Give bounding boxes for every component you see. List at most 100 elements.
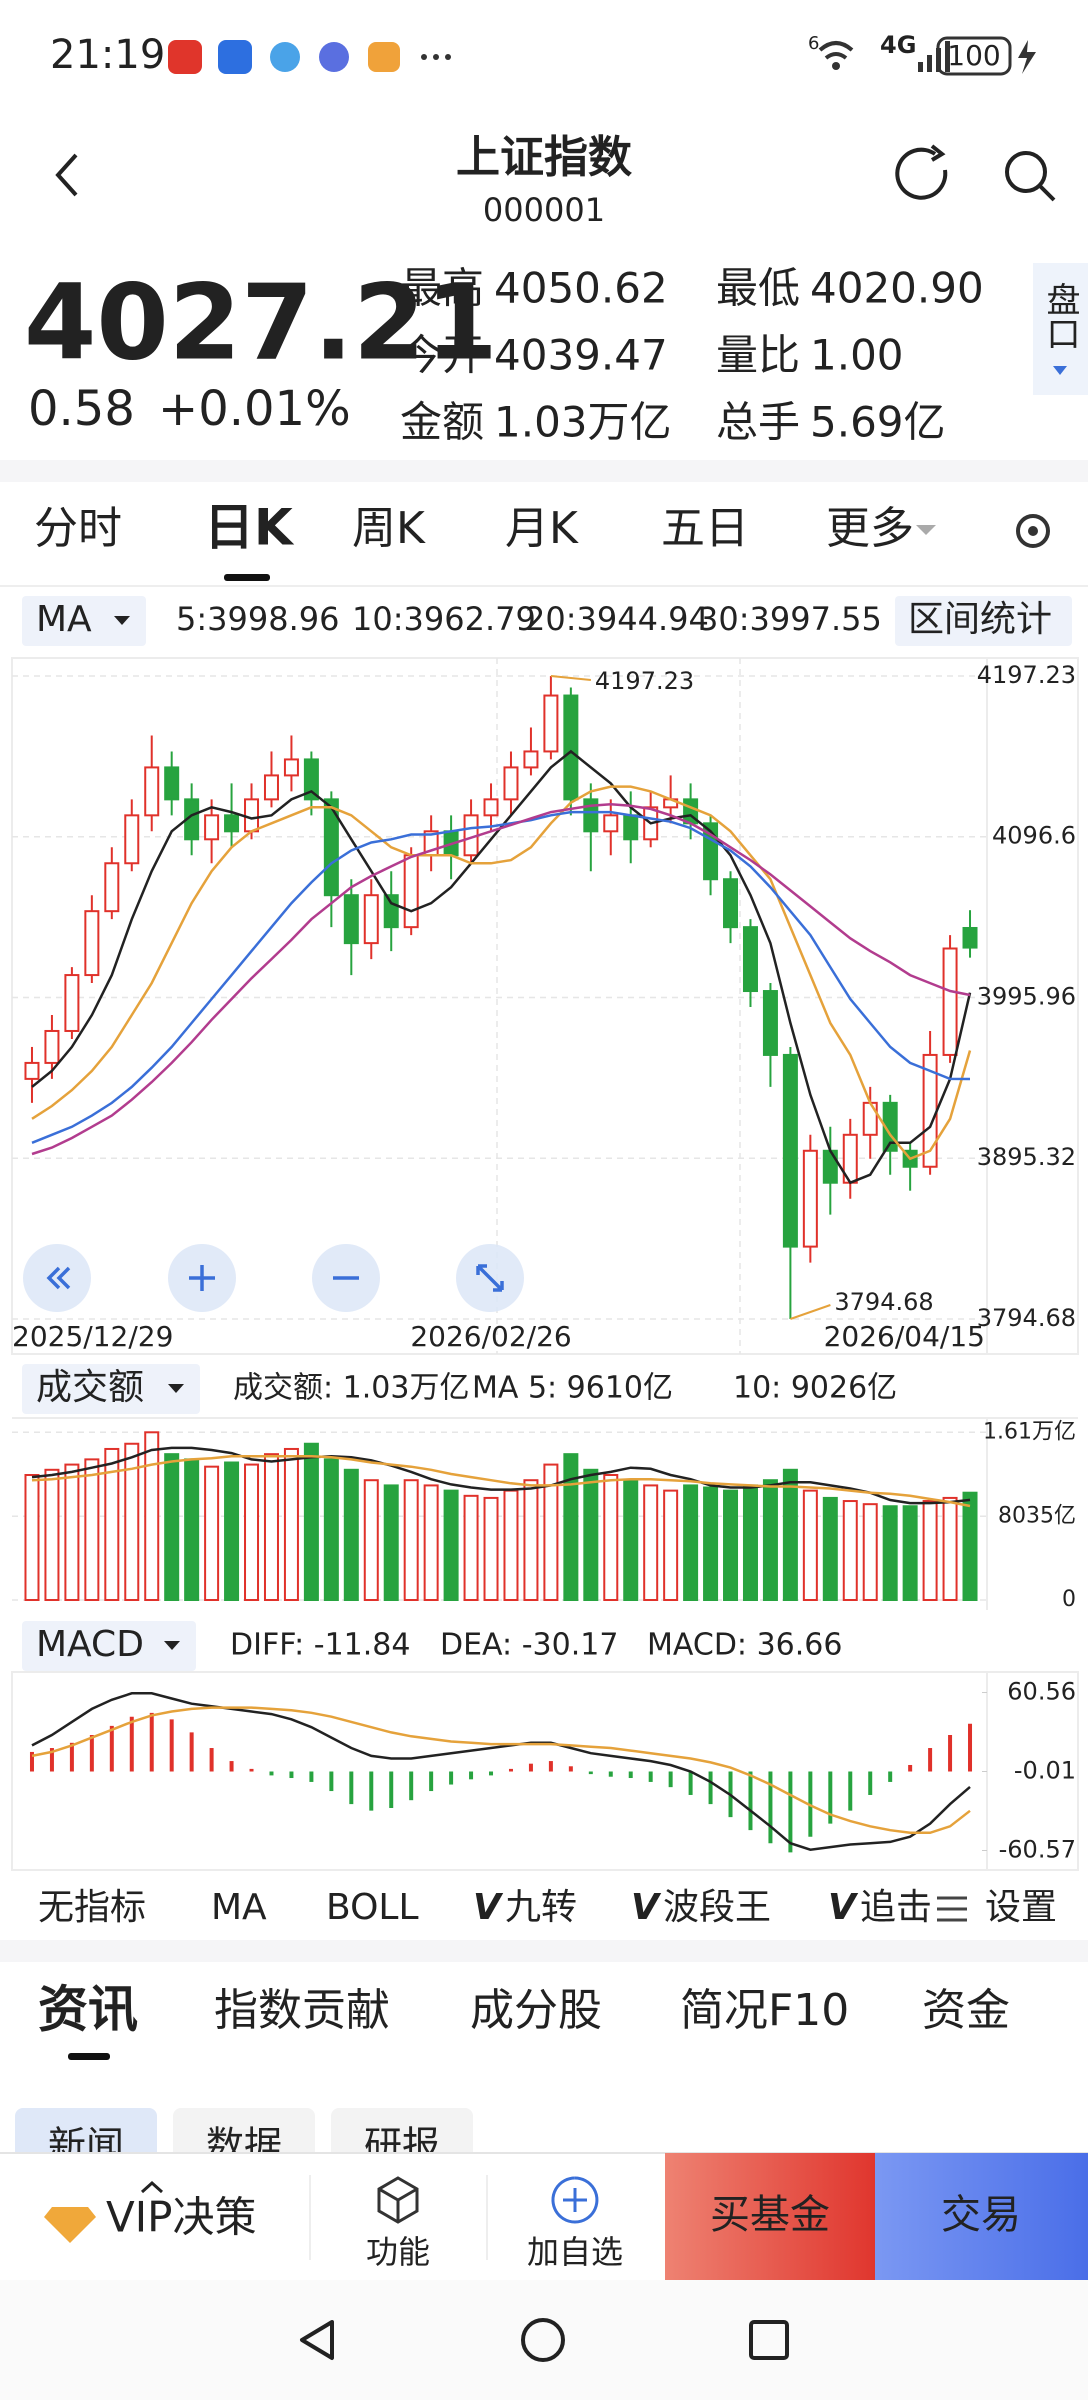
zoom-button[interactable] [23, 1244, 91, 1312]
candle-body [244, 798, 260, 833]
period-tab[interactable]: 分时 [34, 503, 122, 554]
back-button[interactable] [55, 153, 78, 197]
volume-bar [303, 1442, 319, 1601]
indicator-selector[interactable] [22, 596, 146, 646]
sub-tab-bg[interactable] [331, 2108, 473, 2168]
volume-bar [44, 1468, 60, 1601]
indicator-tabs: 无指标 MA BOLL V 九转 V 波段王 V 追击 [38, 1887, 932, 1928]
separator [0, 1940, 1088, 1962]
stat-label: 最高 [400, 264, 484, 313]
sub-tab: 新闻 [48, 2124, 124, 2168]
zoom-button[interactable] [312, 1244, 380, 1312]
candle-body [303, 758, 319, 801]
stat-label: 总手 [716, 398, 800, 447]
info-tab[interactable]: 资金 [922, 1985, 1010, 2036]
volume-bar [962, 1491, 978, 1602]
indicator-tab[interactable]: 九转 [505, 1887, 577, 1928]
nav-back[interactable] [300, 2320, 334, 2360]
indicator-tab[interactable]: 无指标 [38, 1887, 146, 1928]
volume-bar [663, 1489, 679, 1601]
volume-bar [703, 1486, 719, 1601]
volume-bar [244, 1463, 260, 1602]
period-tab[interactable]: 日K [204, 499, 295, 557]
indicator-selector[interactable] [22, 1364, 200, 1414]
selector-arrow [164, 1641, 180, 1650]
y-tick-label: 60.56 [1007, 1678, 1076, 1706]
search-button[interactable] [1005, 151, 1056, 202]
indicator-tab[interactable]: 波段王 [663, 1887, 771, 1928]
zoom-button[interactable] [456, 1244, 524, 1312]
indicator-tab[interactable]: MA [211, 1887, 267, 1928]
min-label: 3794.68 [834, 1288, 933, 1316]
refresh-button[interactable] [895, 144, 948, 200]
change-pct: +0.01% [158, 381, 351, 437]
nav-bar [0, 2280, 1088, 2400]
volume-bar [263, 1453, 279, 1601]
info-tab[interactable]: 简况F10 [680, 1985, 849, 2036]
stat-label: 最低 [716, 264, 800, 313]
network: 4G [880, 31, 916, 59]
volume-bar [363, 1479, 379, 1602]
nav-home[interactable] [521, 2318, 565, 2362]
indicator-tab[interactable]: 设置 [985, 1887, 1057, 1928]
candle-body [802, 1149, 818, 1248]
period-tab[interactable]: 更多 [826, 503, 914, 554]
candle-body [942, 947, 958, 1056]
volume-bar [423, 1484, 439, 1601]
period-tab[interactable]: 五日 [661, 503, 749, 554]
range-stats-button[interactable] [895, 596, 1072, 646]
volume-bar [323, 1458, 339, 1601]
volume-bar [283, 1447, 299, 1602]
ma-legend: 5:3998.96 [176, 600, 339, 638]
indicator-tab[interactable]: BOLL [326, 1887, 419, 1928]
candle-body [224, 814, 240, 833]
period-tab[interactable]: 周K [352, 503, 426, 554]
selector-arrow [168, 1384, 184, 1393]
badge: V [631, 1887, 662, 1928]
function-button[interactable]: 功能 [366, 2233, 430, 2271]
watchlist-button[interactable]: 加自选 [527, 2233, 623, 2271]
candle-body [563, 694, 579, 801]
price: 4027.21 [24, 261, 498, 383]
volume-bar [762, 1479, 778, 1602]
ma-legend: 30:3997.55 [698, 600, 882, 638]
x-tick-label: 2025/12/29 [12, 1320, 173, 1353]
indicator-selector[interactable] [22, 1621, 196, 1671]
buy-fund-bg[interactable] [665, 2153, 875, 2280]
volume-legend: MA 5: 9610亿 [472, 1371, 673, 1406]
y-tick-label: 8035亿 [998, 1503, 1076, 1528]
candle-body [723, 878, 739, 929]
sub-tab-bg[interactable] [15, 2108, 157, 2168]
indicator-tab[interactable]: 追击 [860, 1887, 932, 1928]
candle-body [64, 974, 80, 1032]
info-tab[interactable]: 资讯 [38, 1981, 138, 2039]
indicator-selector-label: MACD [36, 1624, 144, 1665]
indicator-selector-label: MA [36, 599, 92, 640]
settings-button[interactable] [1016, 514, 1050, 548]
function-icon [377, 2176, 419, 2224]
candle-body [144, 766, 160, 817]
y-tick-label: -60.57 [999, 1835, 1076, 1863]
zoom-button[interactable] [168, 1244, 236, 1312]
y-tick-label: 3794.68 [977, 1304, 1076, 1332]
panel-frame [11, 1671, 1079, 1871]
candle-body [603, 814, 619, 833]
stat-value: 4050.62 [494, 264, 668, 313]
separator [0, 460, 1088, 482]
info-tab[interactable]: 成分股 [470, 1985, 602, 2036]
info-tab[interactable]: 指数贡献 [214, 1985, 390, 2036]
candle-body [762, 990, 778, 1056]
volume-bar [204, 1465, 220, 1601]
stat-value: 4039.47 [494, 331, 668, 380]
panel-arrow [1053, 366, 1067, 375]
volume-bar [683, 1484, 699, 1601]
sub-tab-bg[interactable] [173, 2108, 315, 2168]
nav-recent[interactable] [749, 2320, 789, 2360]
volume-bar [403, 1479, 419, 1602]
trade-bg[interactable] [875, 2153, 1088, 2280]
period-tab[interactable]: 月K [505, 503, 579, 554]
volume-bar [902, 1505, 918, 1601]
vip-button[interactable]: VIP决策 [106, 2193, 256, 2242]
candle-body [483, 798, 499, 817]
